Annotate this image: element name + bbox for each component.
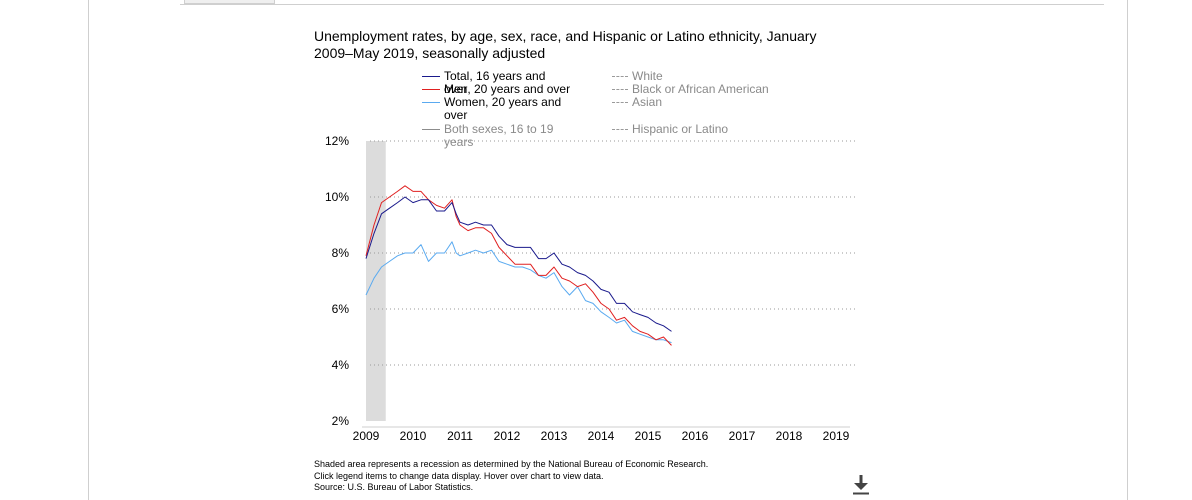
series-line-total-16-years-and-over	[365, 196, 672, 332]
legend-label: Total, 16 years and over	[444, 69, 546, 96]
legend-item-hispanic-or-latino[interactable]: Hispanic or Latino	[612, 123, 812, 136]
legend-label: Men, 20 years and over	[444, 82, 571, 96]
legend-label: Women, 20 years and over	[444, 95, 562, 122]
x-tick-label: 2010	[400, 429, 427, 443]
y-tick-label: 4%	[332, 358, 350, 372]
x-tick-label: 2016	[682, 429, 709, 443]
x-tick-label: 2012	[494, 429, 521, 443]
footnote-source: Source: U.S. Bureau of Labor Statistics.	[314, 482, 474, 492]
footnote-instructions: Click legend items to change data displa…	[314, 470, 604, 481]
legend-label: Asian	[632, 95, 663, 109]
y-tick-label: 6%	[332, 302, 350, 316]
legend-swatch	[422, 89, 440, 90]
legend-swatch	[422, 76, 440, 77]
legend-item-total-16-years-and-over[interactable]: Total, 16 years and over	[422, 70, 572, 96]
legend-label: Both sexes, 16 to 19 years	[444, 122, 554, 149]
chart-panel	[88, 0, 1128, 500]
legend-swatch	[612, 129, 628, 130]
x-tick-label: 2011	[447, 429, 473, 443]
chart-title: Unemployment rates, by age, sex, race, a…	[314, 28, 817, 61]
y-tick-label: 8%	[332, 246, 350, 260]
x-tick-label: 2019	[823, 429, 850, 443]
legend-item-women-20-years-and-over[interactable]: Women, 20 years and over	[422, 96, 572, 122]
x-tick-label: 2013	[541, 429, 568, 443]
y-tick-label: 10%	[325, 190, 349, 204]
footnote-recession: Shaded area represents a recession as de…	[314, 459, 709, 469]
legend-swatch	[422, 102, 440, 103]
legend-swatch	[422, 129, 440, 130]
series-line-men-20-years-and-over	[365, 185, 672, 346]
x-tick-label: 2009	[353, 429, 380, 443]
tab-stub[interactable]	[184, 0, 275, 4]
chart-footnotes: Shaded area represents a recession as de…	[314, 459, 708, 494]
x-tick-label: 2015	[635, 429, 662, 443]
legend-item-asian[interactable]: Asian	[612, 96, 812, 109]
x-tick-label: 2014	[588, 429, 615, 443]
legend-item-men-20-years-and-over[interactable]: Men, 20 years and over	[422, 83, 572, 96]
recession-shading	[366, 141, 386, 421]
x-tick-label: 2018	[776, 429, 803, 443]
x-tick-label: 2017	[729, 429, 756, 443]
legend-item-black-or-african-american[interactable]: Black or African American	[612, 83, 812, 96]
legend-item-both-sexes-16-to-19-years[interactable]: Both sexes, 16 to 19 years	[422, 123, 572, 149]
legend-swatch	[612, 102, 628, 103]
download-icon[interactable]	[851, 473, 871, 495]
legend-label: Black or African American	[632, 82, 769, 96]
series-line-women-20-years-and-over	[365, 241, 672, 344]
legend-swatch	[612, 89, 628, 90]
legend-item-white[interactable]: White	[612, 70, 812, 83]
legend-label: White	[632, 69, 663, 83]
y-tick-label: 2%	[332, 414, 350, 428]
legend-label: Hispanic or Latino	[632, 122, 729, 136]
legend-swatch	[612, 76, 628, 77]
y-tick-label: 12%	[325, 134, 349, 148]
panel-top-border	[180, 4, 1104, 5]
